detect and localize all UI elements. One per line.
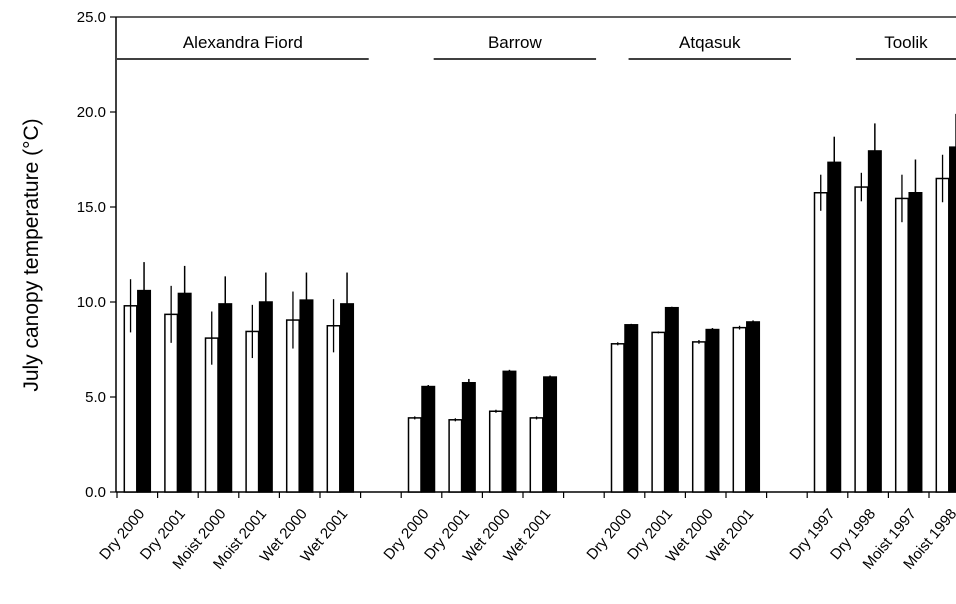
warmed-bar [908,192,923,493]
control-bar [732,326,747,493]
control-bar [529,417,544,493]
warmed-bar [664,306,679,493]
y-axis-title: July canopy temperature (°C) [20,118,43,391]
warmed-bar [705,328,720,493]
y-tick-label: 25.0 [77,9,106,26]
control-bar [651,331,666,493]
warmed-bar [624,324,639,493]
control-bar [488,410,503,493]
warmed-bar [502,370,517,493]
warmed-bar [461,382,476,493]
site-headers: Alexandra Fiord Barrow Atqasuk Toolik [117,33,956,60]
y-tick-label: 0.0 [85,484,106,501]
y-tick-label: 5.0 [85,389,106,406]
warmed-bar [258,301,273,493]
site-header-label: Alexandra Fiord [183,33,303,52]
control-bar [935,177,950,493]
warmed-bar [177,292,192,493]
site-header-label: Barrow [488,33,543,52]
warmed-bar [746,321,761,493]
y-tick-label: 10.0 [77,294,106,311]
warmed-bar [949,146,956,493]
error-bars [129,113,956,422]
control-bar [448,419,463,493]
warmed-bar [137,289,152,493]
control-bar [123,305,138,493]
control-bar [813,192,828,493]
control-bar [894,197,909,493]
bar-series [123,146,956,493]
y-tick-label: 20.0 [77,104,106,121]
y-tick-label: 15.0 [77,199,106,216]
control-bar [854,186,869,493]
control-bar [610,343,625,493]
warmed-bar [421,385,436,493]
warmed-bar [867,150,882,493]
warmed-bar [299,299,314,493]
warmed-bar [827,161,842,493]
warmed-bar [340,303,355,493]
control-bar [691,341,706,493]
warmed-bar [218,303,233,493]
warmed-bar [543,376,558,493]
site-header-label: Toolik [884,33,928,52]
control-bar [407,417,422,493]
y-axis-ticks: 0.0 5.0 10.0 15.0 20.0 25.0 [77,9,116,501]
site-header-label: Atqasuk [679,33,741,52]
